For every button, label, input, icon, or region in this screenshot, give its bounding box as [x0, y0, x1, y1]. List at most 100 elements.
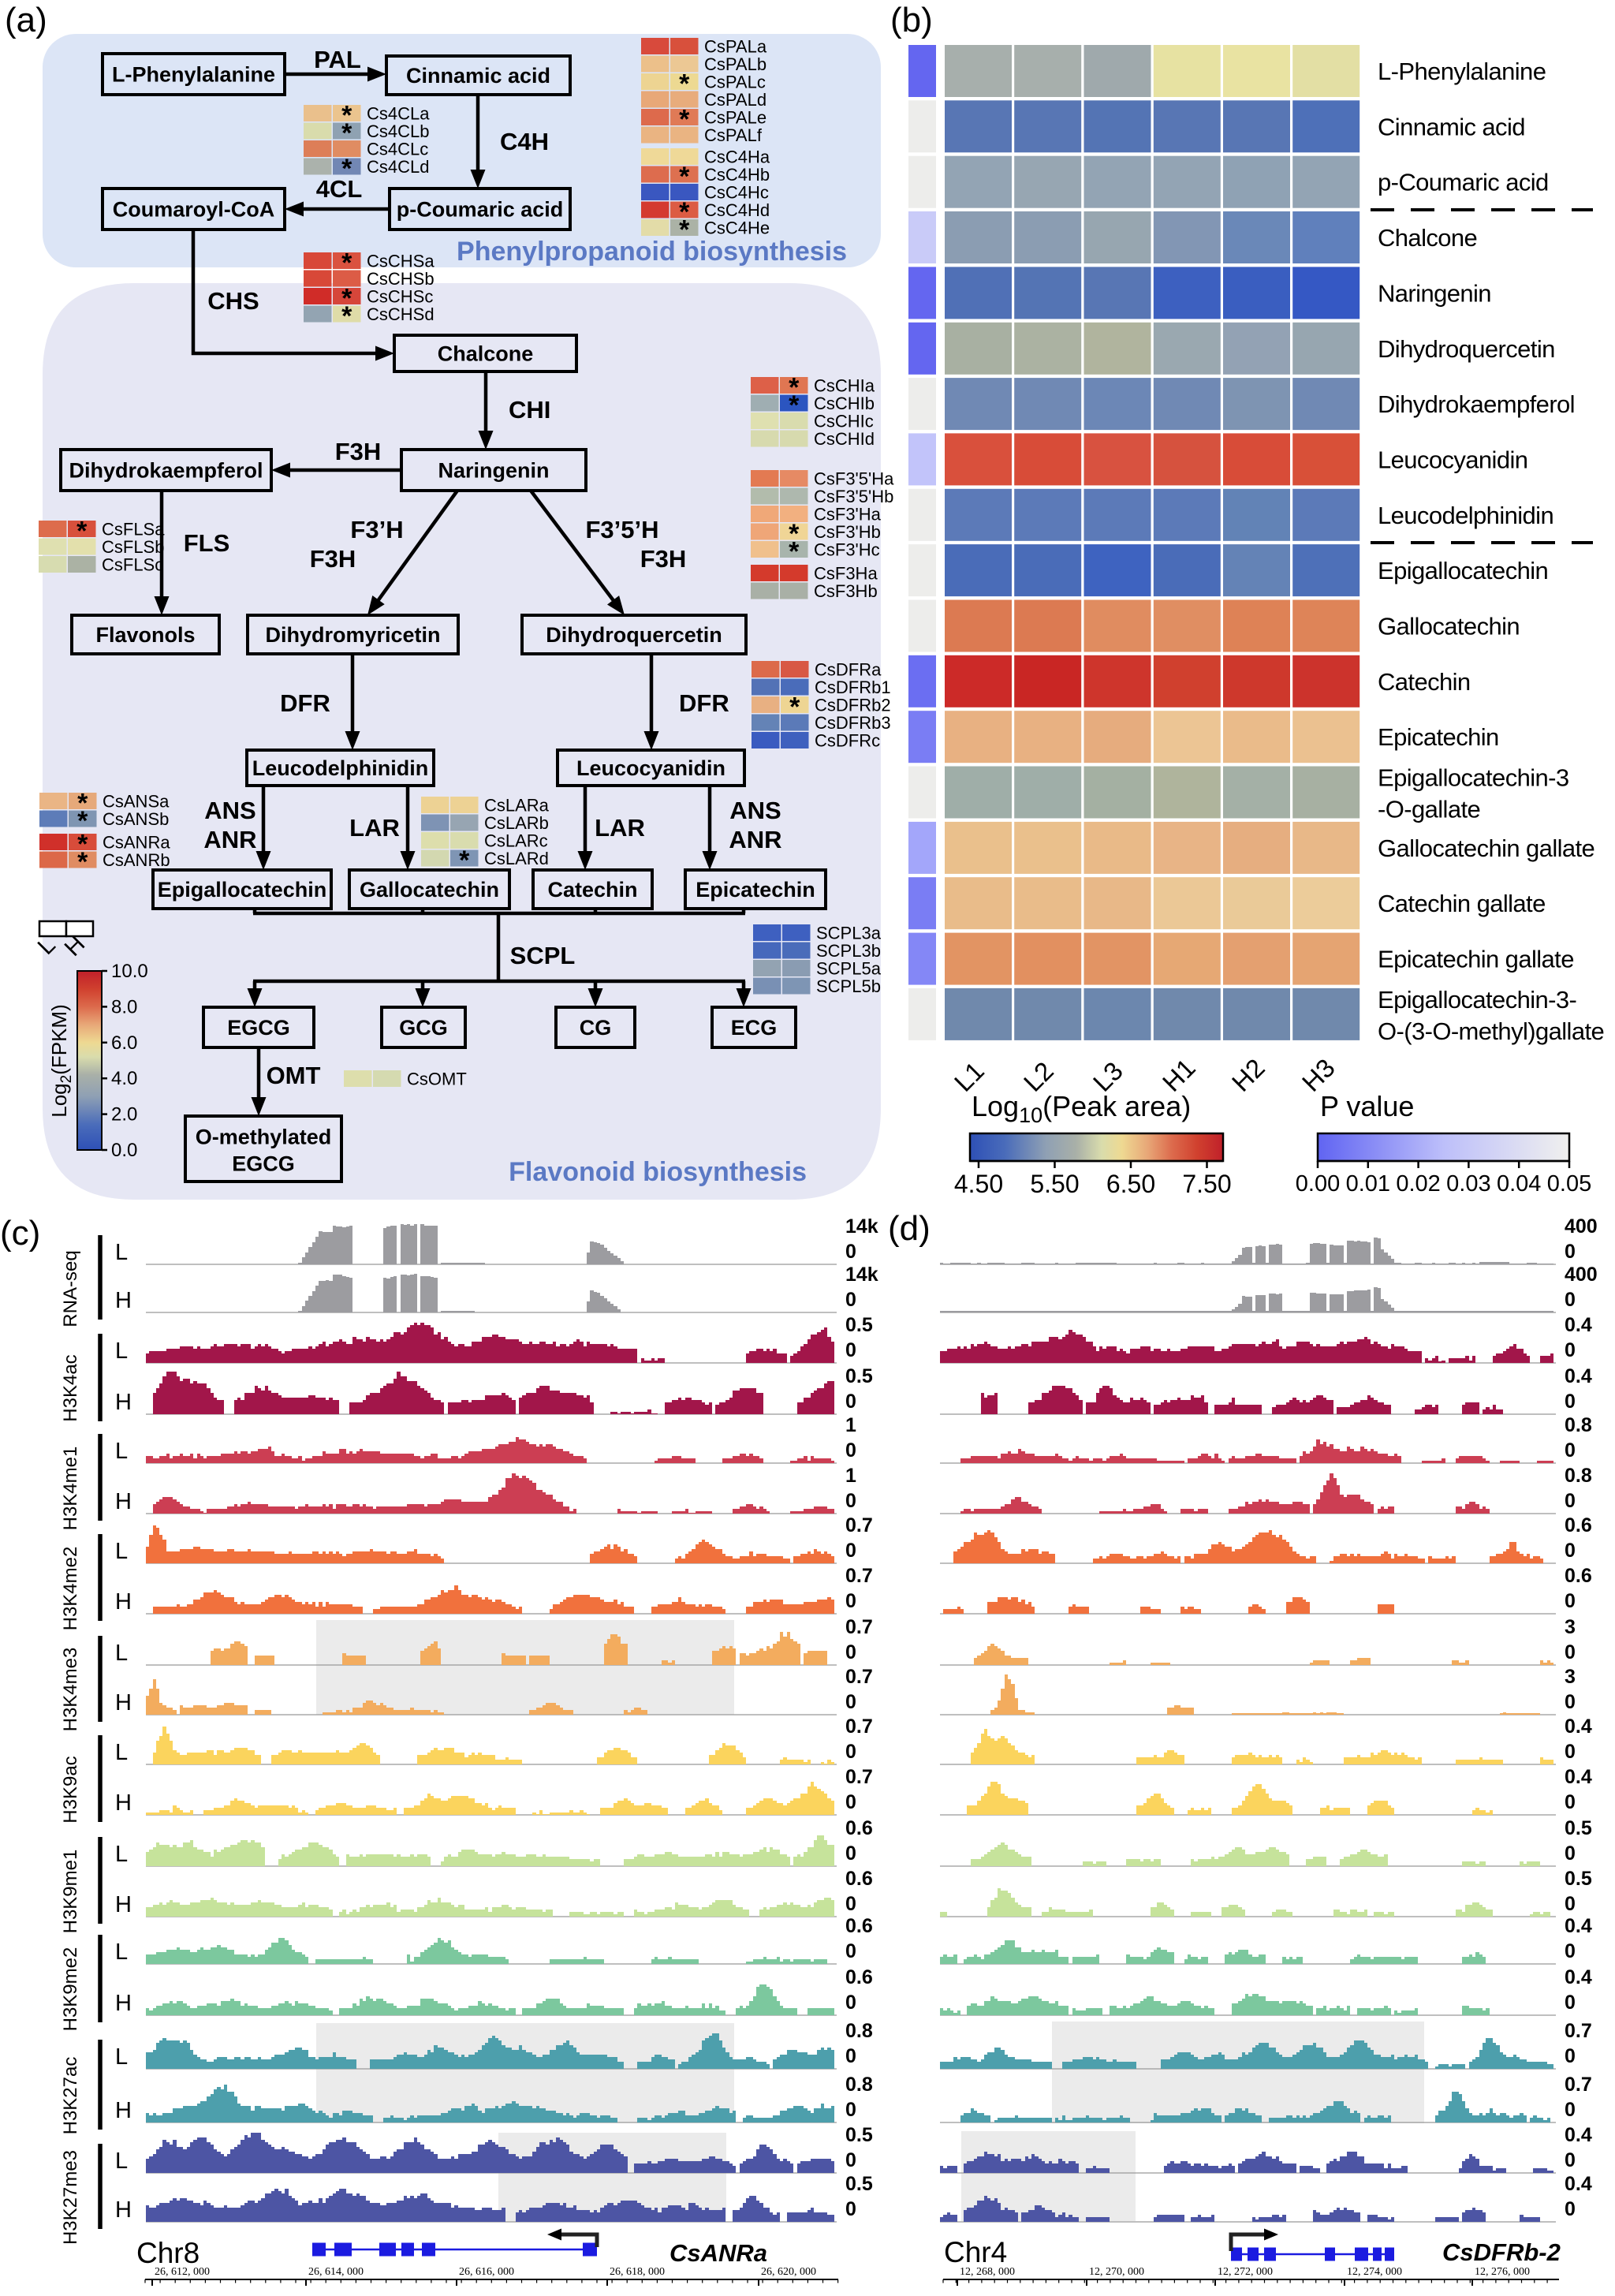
- svg-text:DFR: DFR: [679, 689, 729, 717]
- svg-text:F3’5’H: F3’5’H: [585, 516, 658, 543]
- svg-text:0: 0: [1565, 1992, 1576, 2014]
- svg-text:0: 0: [845, 1741, 856, 1763]
- svg-text:L: L: [115, 1740, 128, 1765]
- svg-text:0.7: 0.7: [845, 1666, 873, 1688]
- svg-text:0: 0: [845, 1641, 856, 1663]
- svg-text:OMT: OMT: [267, 1062, 321, 1089]
- svg-text:H3K4me2: H3K4me2: [60, 1547, 81, 1631]
- svg-text:CsCHSb: CsCHSb: [367, 269, 435, 289]
- svg-text:0.02: 0.02: [1396, 1171, 1440, 1197]
- svg-text:CsC4Hb: CsC4Hb: [704, 165, 770, 185]
- svg-text:CsANSa: CsANSa: [103, 792, 170, 812]
- svg-text:Chr4: Chr4: [944, 2236, 1007, 2268]
- svg-text:4.0: 4.0: [111, 1068, 137, 1089]
- svg-text:F3H: F3H: [640, 545, 687, 573]
- svg-text:Catechin: Catechin: [1378, 668, 1471, 696]
- svg-text:Chr8: Chr8: [136, 2237, 200, 2269]
- svg-text:EGCG: EGCG: [232, 1152, 295, 1176]
- svg-text:RNA-seq: RNA-seq: [60, 1250, 81, 1327]
- svg-text:CsPALe: CsPALe: [704, 108, 766, 128]
- svg-text:0: 0: [1565, 1391, 1576, 1413]
- svg-text:SCPL: SCPL: [510, 942, 576, 969]
- svg-text:12, 276, 000: 12, 276, 000: [1475, 2266, 1530, 2278]
- svg-text:0: 0: [1565, 1842, 1576, 1865]
- svg-text:O-(3-O-methyl)gallate: O-(3-O-methyl)gallate: [1378, 1017, 1604, 1045]
- svg-text:Leucodelphinidin: Leucodelphinidin: [1378, 502, 1553, 529]
- svg-text:0: 0: [845, 2198, 856, 2220]
- svg-text:0.5: 0.5: [845, 1314, 873, 1336]
- svg-text:0.6: 0.6: [845, 1868, 873, 1890]
- svg-text:H3K4me3: H3K4me3: [60, 1648, 81, 1732]
- svg-text:CsPALc: CsPALc: [704, 73, 766, 92]
- svg-text:Epicatechin gallate: Epicatechin gallate: [1378, 946, 1574, 973]
- svg-text:H: H: [115, 1892, 132, 1917]
- svg-text:CsCHIa: CsCHIa: [814, 376, 875, 396]
- svg-text:CsDFRb3: CsDFRb3: [815, 713, 891, 733]
- svg-text:CsFLSa: CsFLSa: [102, 520, 165, 539]
- svg-text:CsF3'Hb: CsF3'Hb: [814, 522, 881, 542]
- svg-text:*: *: [459, 846, 470, 875]
- svg-text:Catechin: Catechin: [547, 878, 637, 902]
- svg-text:0: 0: [1565, 2099, 1576, 2121]
- svg-text:0.6: 0.6: [845, 1966, 873, 1988]
- svg-text:DFR: DFR: [280, 689, 330, 717]
- svg-text:0.05: 0.05: [1547, 1171, 1591, 1197]
- svg-text:ECG: ECG: [731, 1016, 778, 1040]
- svg-text:26, 618, 000: 26, 618, 000: [610, 2266, 665, 2278]
- svg-text:Epigallocatechin-3: Epigallocatechin-3: [1378, 764, 1569, 792]
- svg-text:0.4: 0.4: [1565, 1915, 1592, 1937]
- svg-text:0.4: 0.4: [1565, 1314, 1592, 1336]
- svg-text:0: 0: [845, 2045, 856, 2067]
- svg-text:H: H: [115, 1288, 132, 1313]
- svg-text:F3H: F3H: [335, 438, 382, 465]
- svg-text:0: 0: [845, 1540, 856, 1562]
- svg-text:H3K4me1: H3K4me1: [60, 1447, 81, 1531]
- svg-text:14k: 14k: [845, 1215, 878, 1238]
- svg-text:0.5: 0.5: [1565, 1817, 1592, 1839]
- svg-text:Epigallocatechin-3-: Epigallocatechin-3-: [1378, 986, 1576, 1014]
- svg-text:*: *: [341, 301, 352, 331]
- svg-text:LAR: LAR: [595, 814, 645, 842]
- svg-text:(b): (b): [890, 1, 933, 39]
- svg-text:5.50: 5.50: [1030, 1170, 1079, 1198]
- svg-text:PAL: PAL: [314, 46, 361, 73]
- svg-text:0: 0: [845, 1490, 856, 1512]
- svg-text:CsC4Ha: CsC4Ha: [704, 147, 770, 167]
- svg-text:3: 3: [1565, 1616, 1576, 1638]
- svg-text:0: 0: [845, 2099, 856, 2121]
- svg-text:Leucocyanidin: Leucocyanidin: [1378, 446, 1527, 473]
- svg-text:Epigallocatechin: Epigallocatechin: [158, 878, 327, 902]
- svg-text:ANR: ANR: [729, 826, 781, 853]
- svg-text:L: L: [115, 1641, 128, 1666]
- svg-text:p-Coumaric acid: p-Coumaric acid: [1378, 169, 1549, 196]
- svg-text:4CL: 4CL: [316, 175, 363, 203]
- svg-text:P value: P value: [1320, 1090, 1414, 1122]
- svg-text:0.7: 0.7: [845, 1715, 873, 1738]
- svg-text:Log10(Peak area): Log10(Peak area): [972, 1090, 1191, 1127]
- svg-text:H: H: [115, 1991, 132, 2016]
- svg-text:FLS: FLS: [184, 529, 230, 557]
- svg-text:CsCHSd: CsCHSd: [367, 304, 435, 324]
- svg-text:4.50: 4.50: [954, 1170, 1003, 1198]
- svg-text:0: 0: [1565, 1641, 1576, 1663]
- svg-text:CHI: CHI: [509, 396, 550, 424]
- svg-text:0: 0: [1565, 1439, 1576, 1462]
- svg-text:CsPALb: CsPALb: [704, 54, 766, 74]
- svg-text:2.0: 2.0: [111, 1104, 137, 1126]
- svg-text:0: 0: [845, 1940, 856, 1962]
- svg-text:Naringenin: Naringenin: [438, 459, 549, 483]
- svg-text:0: 0: [1565, 1893, 1576, 1915]
- svg-text:0: 0: [1565, 1791, 1576, 1813]
- svg-text:CsF3'Ha: CsF3'Ha: [814, 505, 882, 525]
- svg-text:Dihydrokaempferol: Dihydrokaempferol: [69, 459, 263, 483]
- svg-text:CsANRa: CsANRa: [103, 833, 170, 853]
- svg-text:Flavonoid biosynthesis: Flavonoid biosynthesis: [509, 1157, 807, 1187]
- svg-text:0.7: 0.7: [1565, 2020, 1592, 2042]
- svg-text:CsF3'5'Ha: CsF3'5'Ha: [814, 469, 894, 489]
- svg-text:0: 0: [1565, 1339, 1576, 1361]
- svg-text:3: 3: [1565, 1666, 1576, 1688]
- svg-text:(a): (a): [5, 1, 47, 39]
- svg-text:L: L: [115, 1842, 128, 1867]
- svg-text:ANR: ANR: [203, 826, 256, 853]
- svg-text:Cs4CLb: Cs4CLb: [367, 121, 429, 141]
